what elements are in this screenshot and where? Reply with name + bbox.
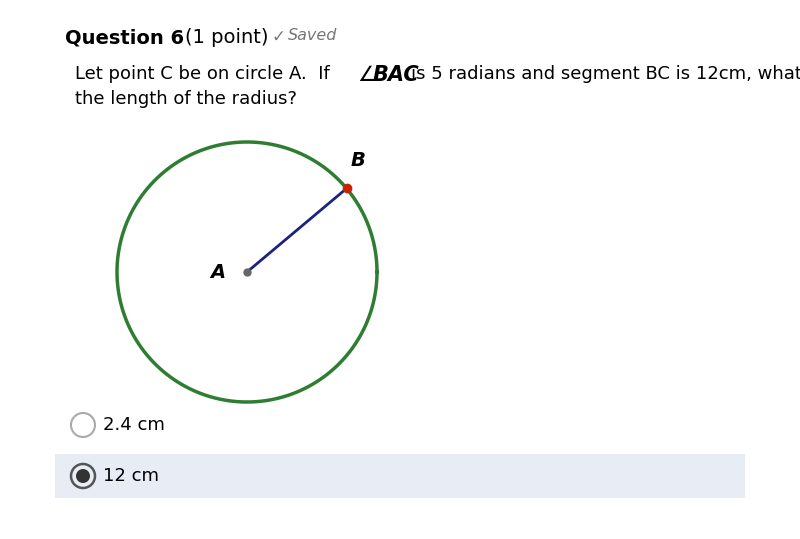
Text: ∠: ∠ <box>357 65 376 85</box>
FancyBboxPatch shape <box>55 454 745 498</box>
Text: 2.4 cm: 2.4 cm <box>103 416 165 434</box>
Text: Saved: Saved <box>288 28 338 43</box>
Text: the length of the radius?: the length of the radius? <box>75 90 297 108</box>
Text: Question 6: Question 6 <box>65 28 184 47</box>
Text: A: A <box>210 262 225 281</box>
Text: ✓: ✓ <box>272 28 286 46</box>
Text: is 5 radians and segment BC is 12cm, what is: is 5 radians and segment BC is 12cm, wha… <box>411 65 800 83</box>
Circle shape <box>76 469 90 483</box>
Text: B: B <box>350 151 366 170</box>
Text: BAC: BAC <box>373 65 420 85</box>
Text: Let point C be on circle A.  If: Let point C be on circle A. If <box>75 65 335 83</box>
Text: 12 cm: 12 cm <box>103 467 159 485</box>
Text: (1 point): (1 point) <box>185 28 269 47</box>
